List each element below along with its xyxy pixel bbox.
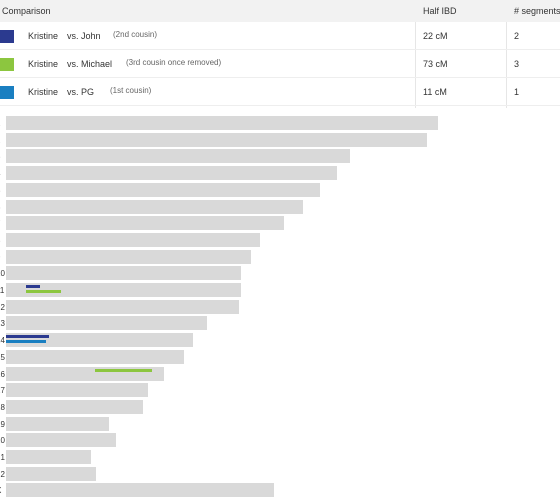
chromosome-label: 21 xyxy=(0,453,5,462)
segment-count: 2 xyxy=(514,31,519,41)
chromosome-bar[interactable] xyxy=(6,266,241,280)
color-swatch xyxy=(0,58,14,71)
chromosome-bar[interactable] xyxy=(6,200,303,214)
half-ibd-value: 11 cM xyxy=(423,87,447,97)
chromosome-label: 17 xyxy=(0,386,5,395)
chromosome-label: 10 xyxy=(0,269,5,278)
chromosome-label: 13 xyxy=(0,319,5,328)
segment-count: 3 xyxy=(514,59,519,69)
table-row[interactable]: Kristine vs. PG (1st cousin) 11 cM 1 xyxy=(0,78,560,106)
chromosome-row: 9 xyxy=(0,250,560,266)
chromosome-bar[interactable] xyxy=(6,116,438,130)
chromosome-row: 8 xyxy=(0,233,560,249)
chromosome-label: 15 xyxy=(0,353,5,362)
chromosome-row: 7 xyxy=(0,216,560,232)
chromosome-bar[interactable] xyxy=(6,467,96,481)
chromosome-row: 16 xyxy=(0,367,560,383)
ibd-segment[interactable] xyxy=(26,290,61,293)
chromosome-row: 3 xyxy=(0,149,560,165)
match-name: vs. Michael xyxy=(67,59,112,69)
ibd-segment[interactable] xyxy=(6,335,49,338)
chromosome-browser: 12345678910111213141516171819202122X xyxy=(0,112,560,495)
relationship-label: (3rd cousin once removed) xyxy=(126,58,221,67)
comparison-table: Comparison Half IBD # segments Kristine … xyxy=(0,0,560,106)
table-row[interactable]: Kristine vs. John (2nd cousin) 22 cM 2 xyxy=(0,22,560,50)
relationship-label: (2nd cousin) xyxy=(113,30,157,39)
chromosome-row: 5 xyxy=(0,183,560,199)
chromosome-bar[interactable] xyxy=(6,133,427,147)
chromosome-label: 14 xyxy=(0,336,5,345)
chromosome-row: X xyxy=(0,483,560,499)
chromosome-label: 12 xyxy=(0,303,5,312)
color-swatch xyxy=(0,86,14,99)
chromosome-row: 4 xyxy=(0,166,560,182)
chromosome-bar[interactable] xyxy=(6,417,109,431)
match-name: vs. John xyxy=(67,31,101,41)
table-row[interactable]: Kristine vs. Michael (3rd cousin once re… xyxy=(0,50,560,78)
chromosome-bar[interactable] xyxy=(6,316,207,330)
chromosome-row: 2 xyxy=(0,133,560,149)
chromosome-bar[interactable] xyxy=(6,233,260,247)
chromosome-bar[interactable] xyxy=(6,149,350,163)
chromosome-row: 1 xyxy=(0,116,560,132)
chromosome-row: 19 xyxy=(0,417,560,433)
chromosome-label: X xyxy=(0,486,1,495)
chromosome-row: 12 xyxy=(0,300,560,316)
chromosome-bar[interactable] xyxy=(6,400,143,414)
chromosome-row: 14 xyxy=(0,333,560,349)
chromosome-row: 6 xyxy=(0,200,560,216)
chromosome-bar[interactable] xyxy=(6,300,239,314)
chromosome-label: 19 xyxy=(0,420,5,429)
chromosome-bar[interactable] xyxy=(6,450,91,464)
chromosome-row: 10 xyxy=(0,266,560,282)
chromosome-label: 18 xyxy=(0,403,5,412)
chromosome-row: 20 xyxy=(0,433,560,449)
chromosome-label: 22 xyxy=(0,470,5,479)
chromosome-row: 13 xyxy=(0,316,560,332)
chromosome-label: 11 xyxy=(0,286,4,295)
relationship-label: (1st cousin) xyxy=(110,86,151,95)
color-swatch xyxy=(0,30,14,43)
header-segments[interactable]: # segments xyxy=(514,6,560,16)
chromosome-row: 21 xyxy=(0,450,560,466)
person-name: Kristine xyxy=(28,87,58,97)
chromosome-row: 18 xyxy=(0,400,560,416)
chromosome-bar[interactable] xyxy=(6,216,284,230)
header-comparison[interactable]: Comparison xyxy=(2,6,51,16)
chromosome-row: 11 xyxy=(0,283,560,299)
match-name: vs. PG xyxy=(67,87,94,97)
table-header: Comparison Half IBD # segments xyxy=(0,0,560,22)
chromosome-label: 20 xyxy=(0,436,5,445)
ibd-segment[interactable] xyxy=(26,285,40,288)
chromosome-bar[interactable] xyxy=(6,250,251,264)
half-ibd-value: 22 cM xyxy=(423,31,448,41)
chromosome-bar[interactable] xyxy=(6,433,116,447)
ibd-segment[interactable] xyxy=(95,369,152,372)
segment-count: 1 xyxy=(514,87,519,97)
chromosome-bar[interactable] xyxy=(6,166,337,180)
header-half-ibd[interactable]: Half IBD xyxy=(423,6,457,16)
chromosome-bar[interactable] xyxy=(6,183,320,197)
chromosome-row: 17 xyxy=(0,383,560,399)
chromosome-row: 15 xyxy=(0,350,560,366)
chromosome-bar[interactable] xyxy=(6,383,148,397)
chromosome-bar[interactable] xyxy=(6,350,184,364)
chromosome-row: 22 xyxy=(0,467,560,483)
half-ibd-value: 73 cM xyxy=(423,59,448,69)
person-name: Kristine xyxy=(28,59,58,69)
chromosome-label: 16 xyxy=(0,370,5,379)
ibd-segment[interactable] xyxy=(6,340,46,343)
person-name: Kristine xyxy=(28,31,58,41)
